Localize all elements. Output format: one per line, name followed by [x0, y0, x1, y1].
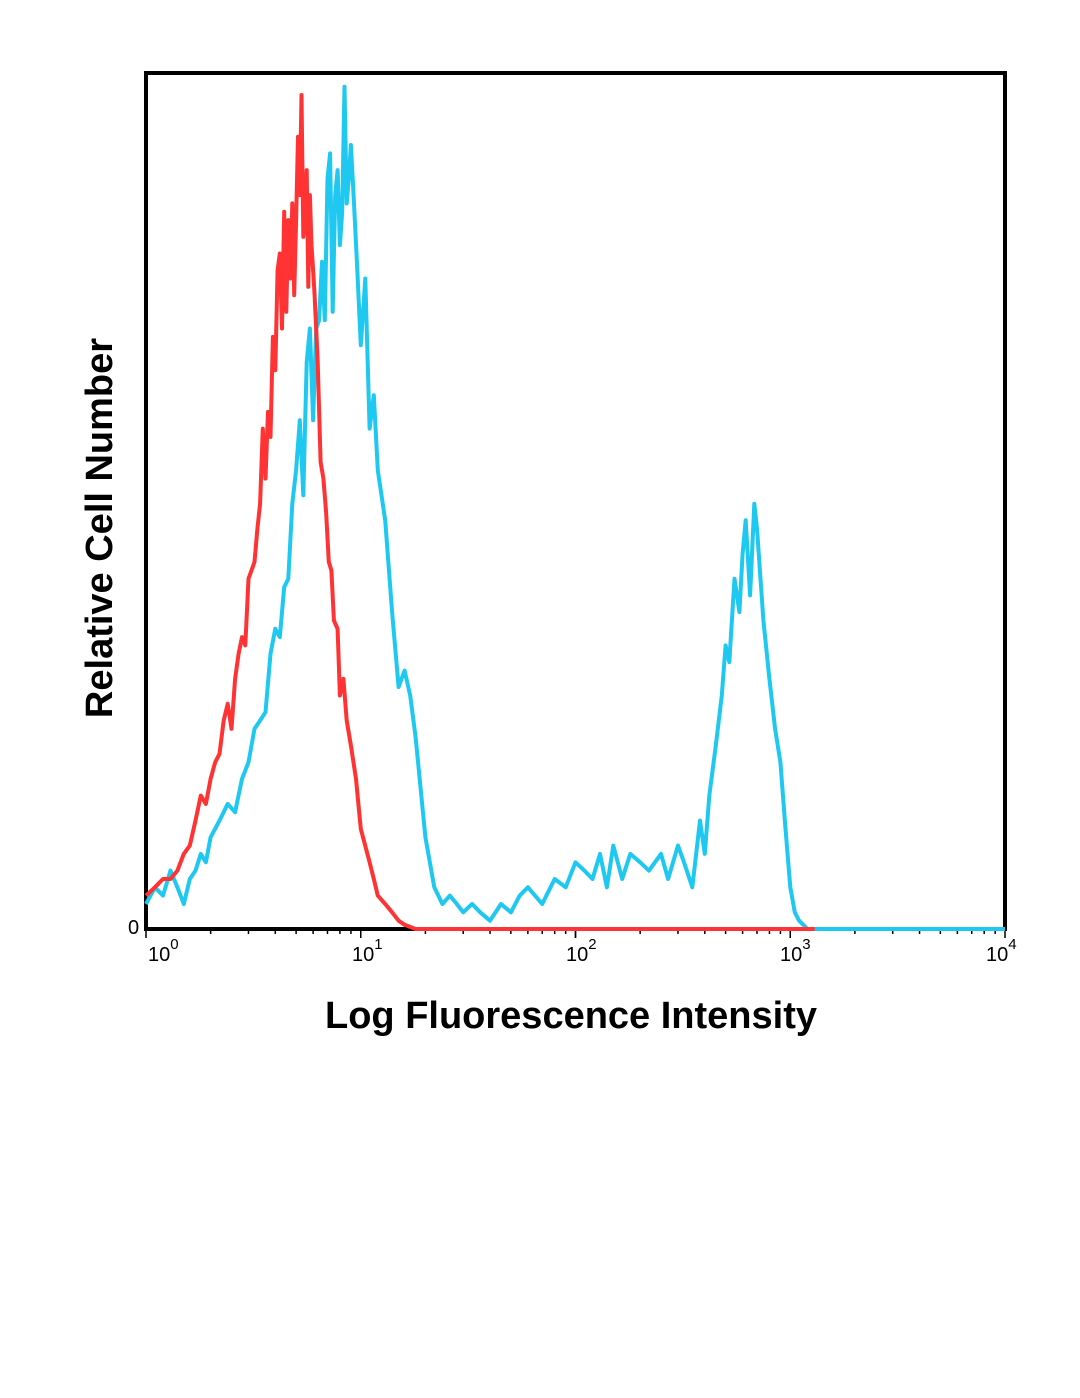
- x-tick-label-0: 100: [148, 936, 179, 966]
- plot-frame: [144, 71, 1007, 931]
- y-axis-title: Relative Cell Number: [79, 338, 121, 718]
- x-tick-labels: 100 101 102 103 104: [148, 936, 1017, 966]
- x-tick-label-3: 103: [780, 936, 811, 966]
- series-layer: [144, 84, 1005, 931]
- histogram-series-1: [144, 84, 1005, 931]
- y-zero-tick-label: 0: [128, 917, 139, 939]
- x-tick-label-1: 101: [352, 936, 383, 966]
- x-tick-label-4: 104: [986, 936, 1017, 966]
- x-axis-title: Log Fluorescence Intensity: [325, 995, 817, 1037]
- x-tick-label-2: 102: [566, 936, 597, 966]
- histogram-series-0: [144, 93, 815, 931]
